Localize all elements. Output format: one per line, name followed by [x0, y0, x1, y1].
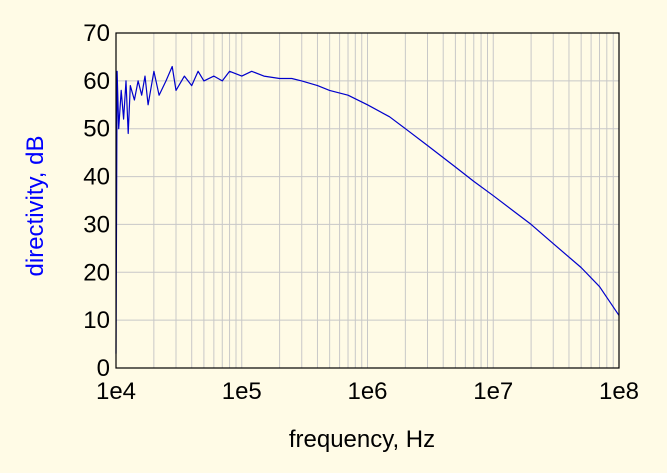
- grid-lines: [115, 32, 619, 369]
- series-layer: [115, 65, 620, 354]
- y-tick-label: 40: [83, 164, 110, 191]
- y-tick-label: 0: [97, 355, 110, 382]
- x-tick-label: 1e6: [347, 378, 387, 405]
- x-axis-label: frequency, Hz: [289, 426, 435, 453]
- y-axis-label: directivity, dB: [22, 136, 49, 277]
- plot-frame: [115, 32, 620, 369]
- y-tick-label: 10: [83, 307, 110, 334]
- x-tick-label: 1e4: [96, 378, 136, 405]
- x-tick-label: 1e8: [599, 378, 639, 405]
- y-tick-label: 70: [83, 20, 110, 47]
- y-tick-labels: 0 10 20 30 40 50 60 70: [83, 20, 110, 382]
- y-tick-label: 20: [83, 259, 110, 286]
- y-tick-label: 30: [83, 211, 110, 238]
- x-tick-label: 1e5: [222, 378, 262, 405]
- y-tick-label: 60: [83, 68, 110, 95]
- x-tick-label: 1e7: [473, 378, 513, 405]
- x-tick-labels: 1e4 1e5 1e6 1e7 1e8: [96, 378, 639, 405]
- directivity-series-line: [115, 65, 620, 354]
- y-tick-label: 50: [83, 116, 110, 143]
